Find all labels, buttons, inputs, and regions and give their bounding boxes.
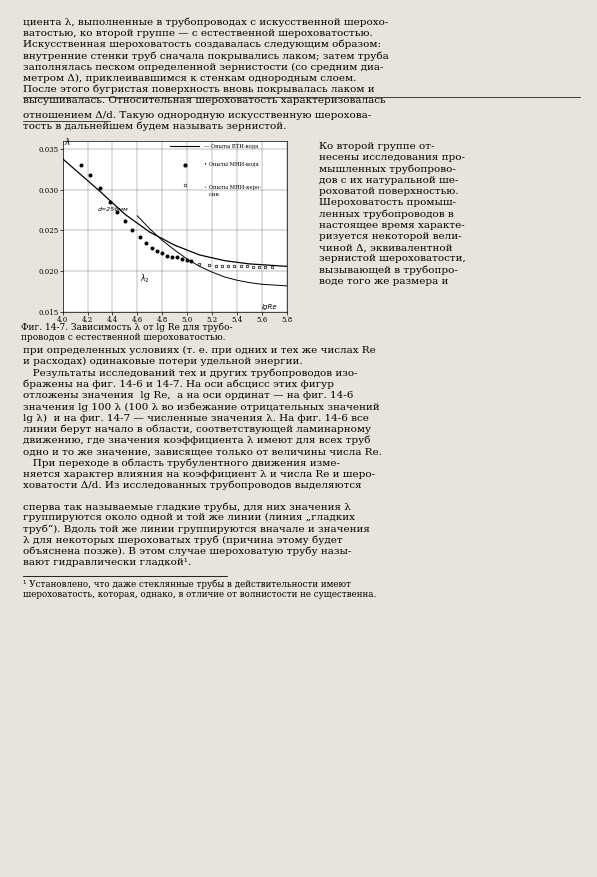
Text: $\lambda$: $\lambda$	[64, 136, 70, 147]
Text: Шероховатость промыш-: Шероховатость промыш-	[319, 198, 457, 207]
Point	[162, 249, 172, 263]
Text: значения lg 100 λ (100 λ во избежание отрицательных значений: значения lg 100 λ (100 λ во избежание от…	[23, 403, 379, 411]
Point	[147, 240, 157, 254]
Text: мышленных трубопрово-: мышленных трубопрово-	[319, 165, 456, 175]
Text: при определенных условиях (т. е. при одних и тех же числах Re: при определенных условиях (т. е. при одн…	[23, 346, 376, 355]
Text: высушивалась. Относительная шероховатость характеризовалась: высушивалась. Относительная шероховатост…	[23, 96, 385, 105]
Text: зернистой шероховатости,: зернистой шероховатости,	[319, 254, 466, 263]
Text: ризуется некоторой вели-: ризуется некоторой вели-	[319, 232, 462, 241]
Text: • Опыты МНИ-вода: • Опыты МНИ-вода	[204, 162, 259, 168]
Point	[229, 260, 239, 274]
Text: одно и то же значение, зависящее только от величины числа Re.: одно и то же значение, зависящее только …	[23, 447, 381, 456]
Point	[242, 260, 251, 274]
Point	[158, 246, 167, 260]
Text: метром Δ), приклеивавшимся к стенкам однородным слоем.: метром Δ), приклеивавшимся к стенкам одн…	[23, 74, 356, 82]
Point	[85, 168, 95, 182]
Text: внутренние стенки труб сначала покрывались лаком; затем труба: внутренние стенки труб сначала покрывали…	[23, 51, 389, 61]
Text: труб“). Вдоль той же линии группируются вначале и значения: труб“). Вдоль той же линии группируются …	[23, 524, 370, 534]
Text: заполнялась песком определенной зернистости (со средним диа-: заполнялась песком определенной зернисто…	[23, 62, 383, 72]
Text: lgRe: lgRe	[261, 304, 278, 310]
Text: проводов с естественной шероховатостью.: проводов с естественной шероховатостью.	[21, 333, 226, 342]
Text: ¹ Установлено, что даже стеклянные трубы в действительности имеют: ¹ Установлено, что даже стеклянные трубы…	[23, 580, 350, 589]
Text: отложены значения  lg Re,  а на оси ординат — на фиг. 14-6: отложены значения lg Re, а на оси ордина…	[23, 391, 353, 400]
Point	[76, 159, 86, 173]
Point	[211, 259, 220, 273]
Text: Результаты исследований тех и других трубопроводов изо-: Результаты исследований тех и других тру…	[23, 368, 358, 378]
Point	[254, 260, 264, 275]
Point	[261, 260, 270, 275]
Point	[186, 253, 196, 267]
Point	[267, 260, 276, 275]
Text: Искусственная шероховатость создавалась следующим образом:: Искусственная шероховатость создавалась …	[23, 40, 381, 49]
Text: отношением Δ/d. Такую однородную искусственную шерохова-: отношением Δ/d. Такую однородную искусст…	[23, 111, 371, 120]
Text: lg λ)  и на фиг. 14-7 — численные значения λ. На фиг. 14-6 все: lg λ) и на фиг. 14-7 — численные значени…	[23, 413, 368, 423]
Text: d=256мм: d=256мм	[97, 207, 128, 212]
Text: λ для некоторых шероховатых труб (причина этому будет: λ для некоторых шероховатых труб (причин…	[23, 536, 342, 545]
Text: шероховатость, которая, однако, в отличие от волнистости не существенна.: шероховатость, которая, однако, в отличи…	[23, 589, 376, 599]
Point	[128, 223, 137, 237]
Point	[167, 250, 177, 264]
Text: ◦ Опыты МНИ-керо-
   син: ◦ Опыты МНИ-керо- син	[204, 185, 261, 196]
Text: При переходе в область трубулентного движения изме-: При переходе в область трубулентного дви…	[23, 459, 340, 467]
Point	[205, 258, 214, 272]
Point	[248, 260, 258, 275]
Text: вают гидравлически гладкой¹.: вают гидравлически гладкой¹.	[23, 558, 191, 567]
Point	[152, 244, 162, 258]
Text: чиной Δ, эквивалентной: чиной Δ, эквивалентной	[319, 243, 453, 253]
Text: циента λ, выполненные в трубопроводах с искусственной шерохо-: циента λ, выполненные в трубопроводах с …	[23, 18, 388, 27]
Text: После этого бугристая поверхность вновь покрывалась лаком и: После этого бугристая поверхность вновь …	[23, 85, 374, 95]
Text: воде того же размера и: воде того же размера и	[319, 277, 449, 286]
Point	[223, 259, 233, 273]
Point	[96, 182, 105, 196]
Text: тость в дальнейшем будем называть зернистой.: тость в дальнейшем будем называть зернис…	[23, 122, 286, 132]
Text: Ко второй группе от-: Ко второй группе от-	[319, 142, 435, 151]
Text: движению, где значения коэффициента λ имеют для всех труб: движению, где значения коэффициента λ им…	[23, 436, 370, 446]
Text: настоящее время характе-: настоящее время характе-	[319, 221, 465, 230]
Text: — Опыты ВТИ-вода: — Опыты ВТИ-вода	[204, 144, 258, 148]
Point	[236, 260, 245, 274]
Text: Фиг. 14-7. Зависимость λ от lg Re для трубо-: Фиг. 14-7. Зависимость λ от lg Re для тр…	[21, 323, 232, 332]
Text: дов с их натуральной ше-: дов с их натуральной ше-	[319, 175, 458, 185]
Point	[135, 230, 144, 244]
Point	[141, 236, 151, 250]
Text: группируются около одной и той же линии (линия „гладких: группируются около одной и той же линии …	[23, 513, 355, 523]
Text: вызывающей в трубопро-: вызывающей в трубопро-	[319, 266, 458, 275]
Text: $\lambda_2$: $\lambda_2$	[140, 273, 149, 285]
Point	[105, 195, 115, 209]
Point	[182, 253, 192, 267]
Text: и расходах) одинаковые потери удельной энергии.: и расходах) одинаковые потери удельной э…	[23, 357, 302, 367]
Text: сперва так называемые гладкие трубы, для них значения λ: сперва так называемые гладкие трубы, для…	[23, 502, 350, 511]
Text: линии берут начало в области, соответствующей ламинарному: линии берут начало в области, соответств…	[23, 424, 371, 434]
Point	[113, 204, 122, 218]
Text: ленных трубопроводов в: ленных трубопроводов в	[319, 210, 454, 219]
Point	[173, 250, 182, 264]
Point	[120, 214, 130, 228]
Text: ватостью, ко второй группе — с естественной шероховатостью.: ватостью, ко второй группе — с естествен…	[23, 29, 373, 38]
Text: ховатости Δ/d. Из исследованных трубопроводов выделяются: ховатости Δ/d. Из исследованных трубопро…	[23, 481, 361, 490]
Point	[177, 252, 187, 266]
Text: объяснена позже). В этом случае шероховатую трубу назы-: объяснена позже). В этом случае шерохова…	[23, 547, 351, 557]
Text: роховатой поверхностью.: роховатой поверхностью.	[319, 187, 459, 196]
Text: бражены на фиг. 14-6 и 14-7. На оси абсцисс этих фигур: бражены на фиг. 14-6 и 14-7. На оси абсц…	[23, 380, 334, 389]
Text: несены исследования про-: несены исследования про-	[319, 153, 466, 162]
Point	[195, 257, 204, 271]
Point	[217, 259, 227, 273]
Text: няется характер влияния на коэффициент λ и числа Re и шеро-: няется характер влияния на коэффициент λ…	[23, 469, 375, 479]
